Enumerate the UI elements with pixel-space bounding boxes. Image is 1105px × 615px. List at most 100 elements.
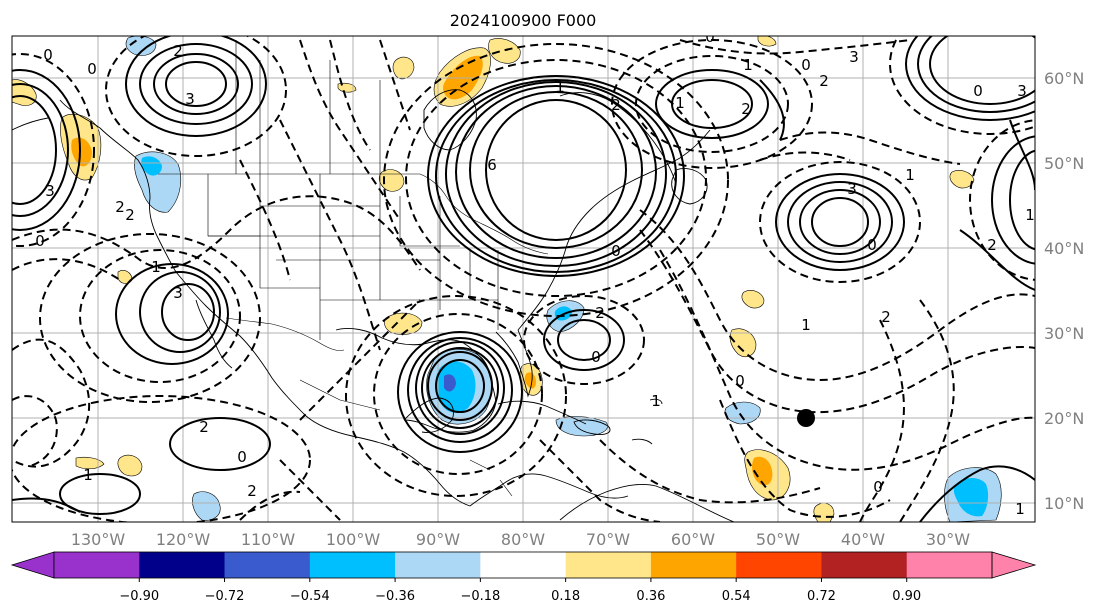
colorbar-segment [565, 552, 652, 578]
colorbar-tick-label: 0.72 [807, 589, 836, 604]
shade-pos-sw-1 [117, 454, 143, 477]
border-mexico-1 [299, 379, 381, 411]
colorbar-tick-label: 0.90 [892, 589, 921, 604]
colorbar: −0.90 −0.72 −0.54 −0.36 −0.18 0.18 0.36 0.54 0.7… [10, 551, 1037, 604]
latitude-label: 30°N [1044, 324, 1084, 343]
shade-neg-gulf-core [444, 374, 456, 392]
longitude-label: 130°W [71, 530, 126, 549]
contour-group-top-left [105, 36, 287, 157]
shade-neg-caribbean [555, 416, 608, 437]
contour-group-east-edge [969, 119, 1035, 281]
contour-group-gulf-hurricane [345, 295, 567, 497]
tropical-cyclone-marker [797, 409, 815, 427]
contour-label: 3 [847, 180, 857, 198]
coast-baja [195, 299, 233, 369]
colorbar-tick-label: −0.54 [290, 589, 330, 604]
border-canada-prov [235, 40, 381, 174]
latitude-label: 10°N [1044, 494, 1084, 513]
colorbar-segment [650, 552, 737, 578]
colorbar-tick-label: 0.54 [722, 589, 751, 604]
contour-group-sw-lows [12, 395, 311, 522]
contour-label: 3 [849, 48, 859, 66]
contour-label: 1 [905, 166, 915, 184]
contour-label: 0 [801, 56, 811, 74]
contour-group-sw-high [39, 233, 261, 403]
contour-label: 0 [611, 242, 621, 260]
contour-label: 6 [487, 156, 497, 174]
shade-pos-small-2 [378, 169, 405, 192]
contour-label: 1 [1015, 500, 1025, 518]
latitude-label: 60°N [1044, 69, 1084, 88]
colorbar-segment [395, 552, 481, 578]
colorbar-tick-label: −0.90 [119, 589, 159, 604]
longitude-label: 30°W [926, 530, 970, 549]
longitude-label: 120°W [156, 530, 211, 549]
contour-label: 1 [801, 316, 811, 334]
contour-label: 2 [115, 198, 125, 216]
longitude-label: 40°W [841, 530, 885, 549]
latitude-label: 40°N [1044, 239, 1084, 258]
contour-group-dashed-field [12, 39, 1035, 522]
coast-south-america [559, 483, 735, 522]
contour-label: 0 [591, 348, 601, 366]
longitude-label: 50°W [756, 530, 800, 549]
contour-lines [12, 36, 1035, 522]
longitude-label: 100°W [326, 530, 381, 549]
colorbar-segment [821, 552, 908, 578]
contour-label: 0 [973, 82, 983, 100]
contour-label: 2 [881, 308, 891, 326]
colorbar-tick-label: 0.36 [636, 589, 665, 604]
longitude-label: 80°W [501, 530, 545, 549]
colorbar-segment [309, 552, 396, 578]
colorbar-extend-min [10, 551, 55, 579]
contour-label: 0 [873, 478, 883, 496]
colorbar-segment [736, 552, 822, 578]
shade-neg-sw-3 [192, 491, 221, 521]
contour-label: 3 [1017, 82, 1027, 100]
contour-group-top-mid [611, 39, 813, 169]
border-states-1 [207, 174, 321, 340]
contour-group-central-atlantic [759, 161, 921, 283]
border-us-mexico [225, 317, 345, 351]
coast-east-us [517, 129, 711, 331]
contour-group-ne-corner [889, 36, 1035, 135]
colorbar-tick-label: −0.72 [205, 589, 245, 604]
contour-label: 2 [741, 100, 751, 118]
coast-north-america-west [59, 99, 471, 507]
shade-pos-small-5 [813, 502, 835, 522]
map-frame [11, 35, 1036, 523]
contour-label: 3 [45, 182, 55, 200]
border-central-1 [469, 459, 513, 497]
contour-label: 2 [819, 72, 829, 90]
contour-label: 1 [651, 392, 661, 410]
contour-label: 1 [555, 78, 565, 96]
contour-group-atlantic-30n [523, 295, 645, 385]
shade-neg2-se-corner [953, 478, 989, 517]
contour-label: 0 [867, 236, 877, 254]
shade-pos-ne-1 [949, 170, 975, 189]
contour-label: 3 [173, 284, 183, 302]
colorbar-segment [54, 552, 140, 578]
contour-label: 3 [185, 90, 195, 108]
colorbar-segment [224, 552, 311, 578]
contour-label: 1 [743, 56, 753, 74]
contour-label: 0 [735, 372, 745, 390]
contour-label: 1 [151, 258, 161, 276]
longitude-label: 90°W [416, 530, 460, 549]
contour-label: 0 [35, 232, 45, 250]
coast-florida [495, 329, 533, 398]
colorbar-tick-label: −0.36 [375, 589, 415, 604]
colorbar-segment [480, 552, 567, 578]
longitude-label: 110°W [241, 530, 296, 549]
coast-alaska [12, 117, 49, 131]
contour-label: 2 [125, 206, 135, 224]
shade-pos2-nw-coast [71, 137, 92, 167]
contour-label: 2 [199, 418, 209, 436]
shade-pos-top-center [488, 38, 521, 64]
colorbar-frame [53, 551, 993, 579]
shade-pos-small-3 [337, 82, 357, 93]
shade-pos2-atlantic-3 [752, 456, 773, 486]
longitude-label: 60°W [671, 530, 715, 549]
longitude-label: 70°W [586, 530, 630, 549]
